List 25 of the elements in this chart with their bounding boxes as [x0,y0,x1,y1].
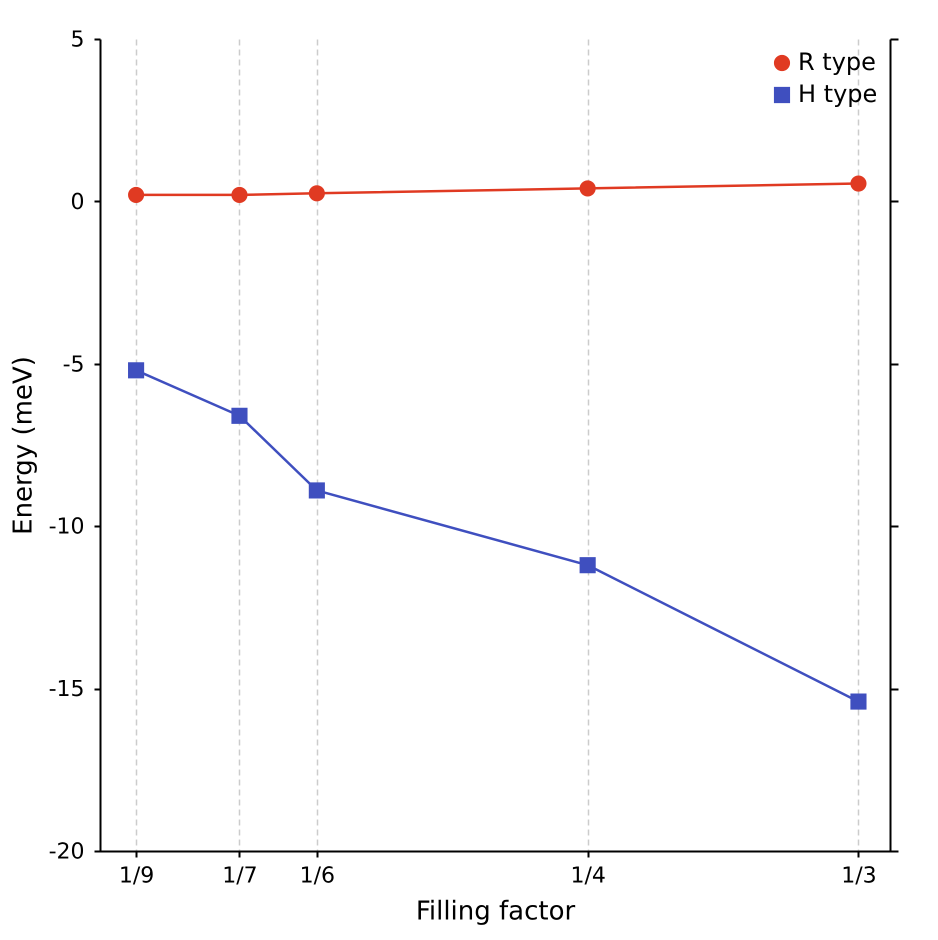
point [128,362,144,378]
point [231,186,248,203]
y-axis-title: Energy (meV) [8,356,39,535]
x-tick-label: 1/3 [841,864,877,888]
point [231,408,248,424]
y-tick-label: -10 [48,514,84,540]
legend-label: R type [798,48,876,76]
legend-label: H type [798,80,878,108]
x-tick-label: 1/6 [300,864,336,888]
x-tick-label: 1/4 [570,864,606,888]
x-tick-label: 1/9 [118,864,154,888]
point [308,482,325,499]
point [580,557,596,574]
x-axis-title: Filling factor [416,896,576,926]
point [850,694,867,710]
y-tick-label: -5 [62,352,84,378]
y-tick-label: -15 [48,677,84,702]
y-tick-label: -20 [48,840,84,864]
point [580,180,596,196]
y-tick-label: 0 [70,190,84,215]
point [308,185,325,202]
point [128,186,144,203]
point [850,175,867,192]
y-tick-label: 5 [70,28,84,52]
x-tick-label: 1/7 [222,864,258,888]
